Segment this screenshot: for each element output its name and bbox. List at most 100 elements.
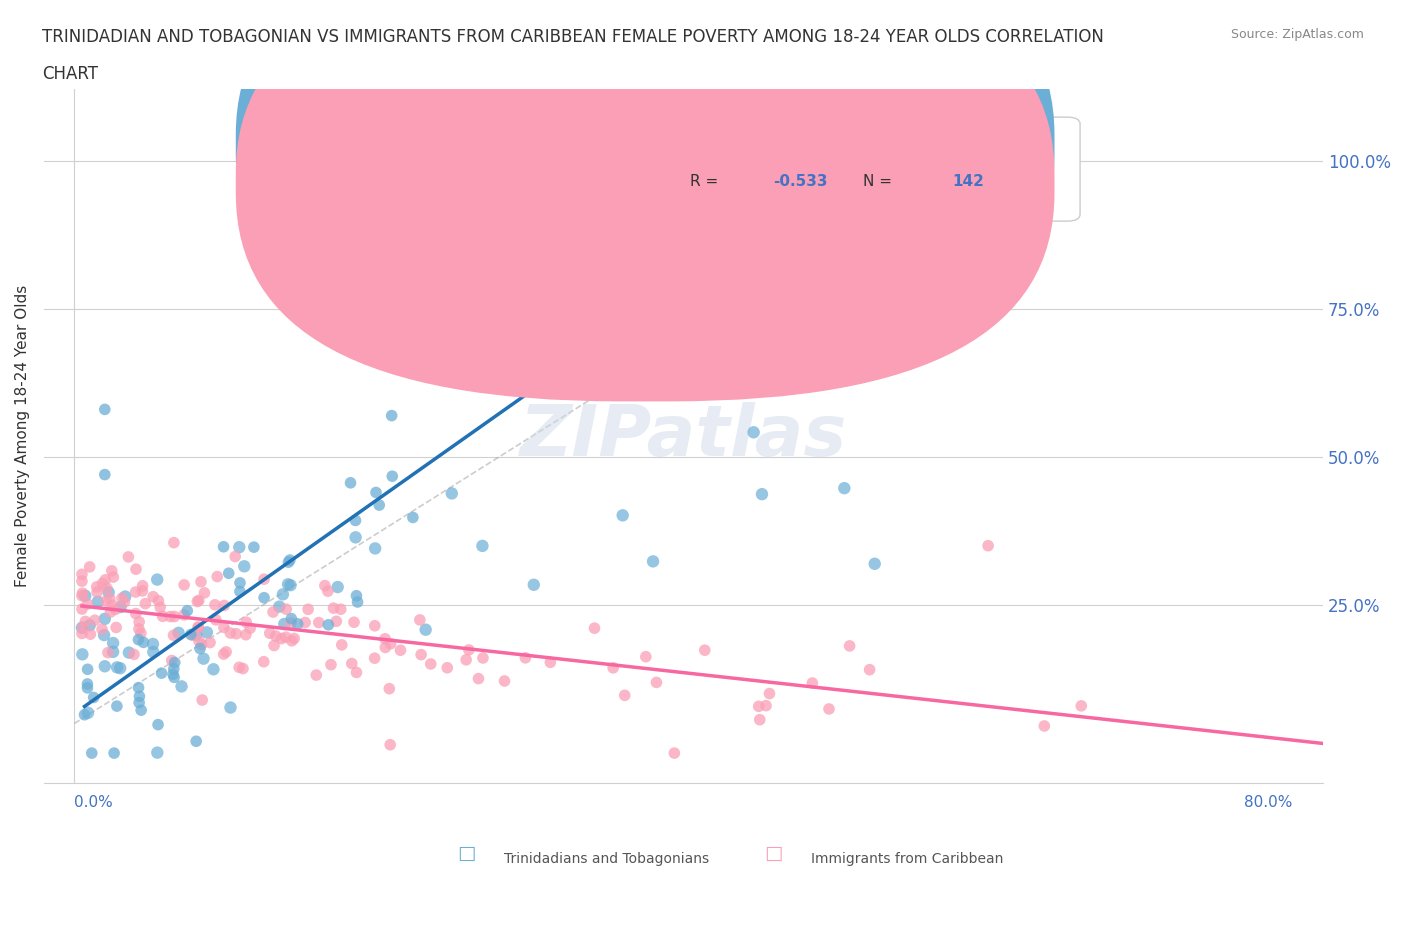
Text: 0.596: 0.596 [773,136,821,151]
Point [278,552,301,567]
Point [262,604,284,619]
Text: N =: N = [863,174,897,189]
FancyBboxPatch shape [593,117,1080,221]
Point [494,673,516,688]
FancyBboxPatch shape [236,0,1054,364]
Point [228,660,250,675]
Point [363,651,385,666]
Point [94,572,117,587]
Point [456,652,478,667]
Point [128,615,150,630]
Point [75,589,97,604]
Point [314,578,336,593]
Point [162,667,184,682]
Point [163,670,186,684]
Text: 48: 48 [952,136,973,151]
Point [693,643,716,658]
Text: TRINIDADIAN AND TOBAGONIAN VS IMMIGRANTS FROM CARIBBEAN FEMALE POVERTY AMONG 18-: TRINIDADIAN AND TOBAGONIAN VS IMMIGRANTS… [42,28,1104,46]
Point [277,577,299,591]
Point [263,638,285,653]
Point [229,576,252,591]
Text: R =: R = [690,174,723,189]
Point [114,594,136,609]
Point [613,688,636,703]
Point [128,689,150,704]
Point [224,549,246,564]
Point [977,538,1000,553]
Point [190,637,212,652]
Point [233,559,256,574]
Text: Trinidadians and Tobagonians: Trinidadians and Tobagonians [505,852,710,866]
Point [152,609,174,624]
Point [167,625,190,640]
Point [253,572,276,587]
Text: -0.533: -0.533 [773,174,828,189]
Point [72,647,94,662]
Point [193,586,215,601]
Point [103,570,125,585]
Point [346,665,368,680]
Point [104,602,127,617]
Point [111,591,134,605]
Point [346,589,368,604]
Point [218,565,240,580]
Point [402,510,425,525]
Point [755,698,778,713]
Point [94,402,117,417]
Point [73,708,96,723]
Point [239,621,262,636]
Point [259,626,281,641]
Point [97,645,120,660]
Point [411,647,433,662]
Point [86,585,108,600]
Point [142,644,165,659]
Point [330,637,353,652]
Point [173,578,195,592]
Point [235,628,257,643]
Point [863,556,886,571]
Point [160,653,183,668]
Point [190,575,212,590]
Point [308,615,330,630]
Point [467,671,489,686]
Point [627,141,650,156]
Point [124,585,146,600]
Point [436,660,458,675]
Point [368,498,391,512]
Point [70,626,93,641]
Point [76,676,98,691]
Point [187,593,209,608]
Point [340,656,363,671]
Point [202,662,225,677]
Point [515,650,537,665]
Point [186,627,208,642]
Point [326,579,349,594]
Point [742,425,765,440]
Point [380,636,402,651]
Point [253,591,276,605]
Point [283,631,305,646]
Point [80,746,103,761]
Point [269,599,291,614]
Point [472,651,495,666]
Point [163,609,186,624]
Point [243,539,266,554]
Point [374,631,396,646]
Point [276,602,298,617]
Point [801,675,824,690]
Point [128,680,150,695]
Point [319,658,342,672]
Point [127,632,149,647]
Point [87,594,110,609]
Point [458,643,481,658]
Point [103,746,125,761]
Point [94,658,117,673]
Point [129,626,152,641]
Point [181,628,204,643]
Point [380,737,402,752]
Point [91,576,114,591]
Point [235,615,257,630]
Point [96,580,118,595]
Point [72,619,94,634]
Point [98,591,121,606]
